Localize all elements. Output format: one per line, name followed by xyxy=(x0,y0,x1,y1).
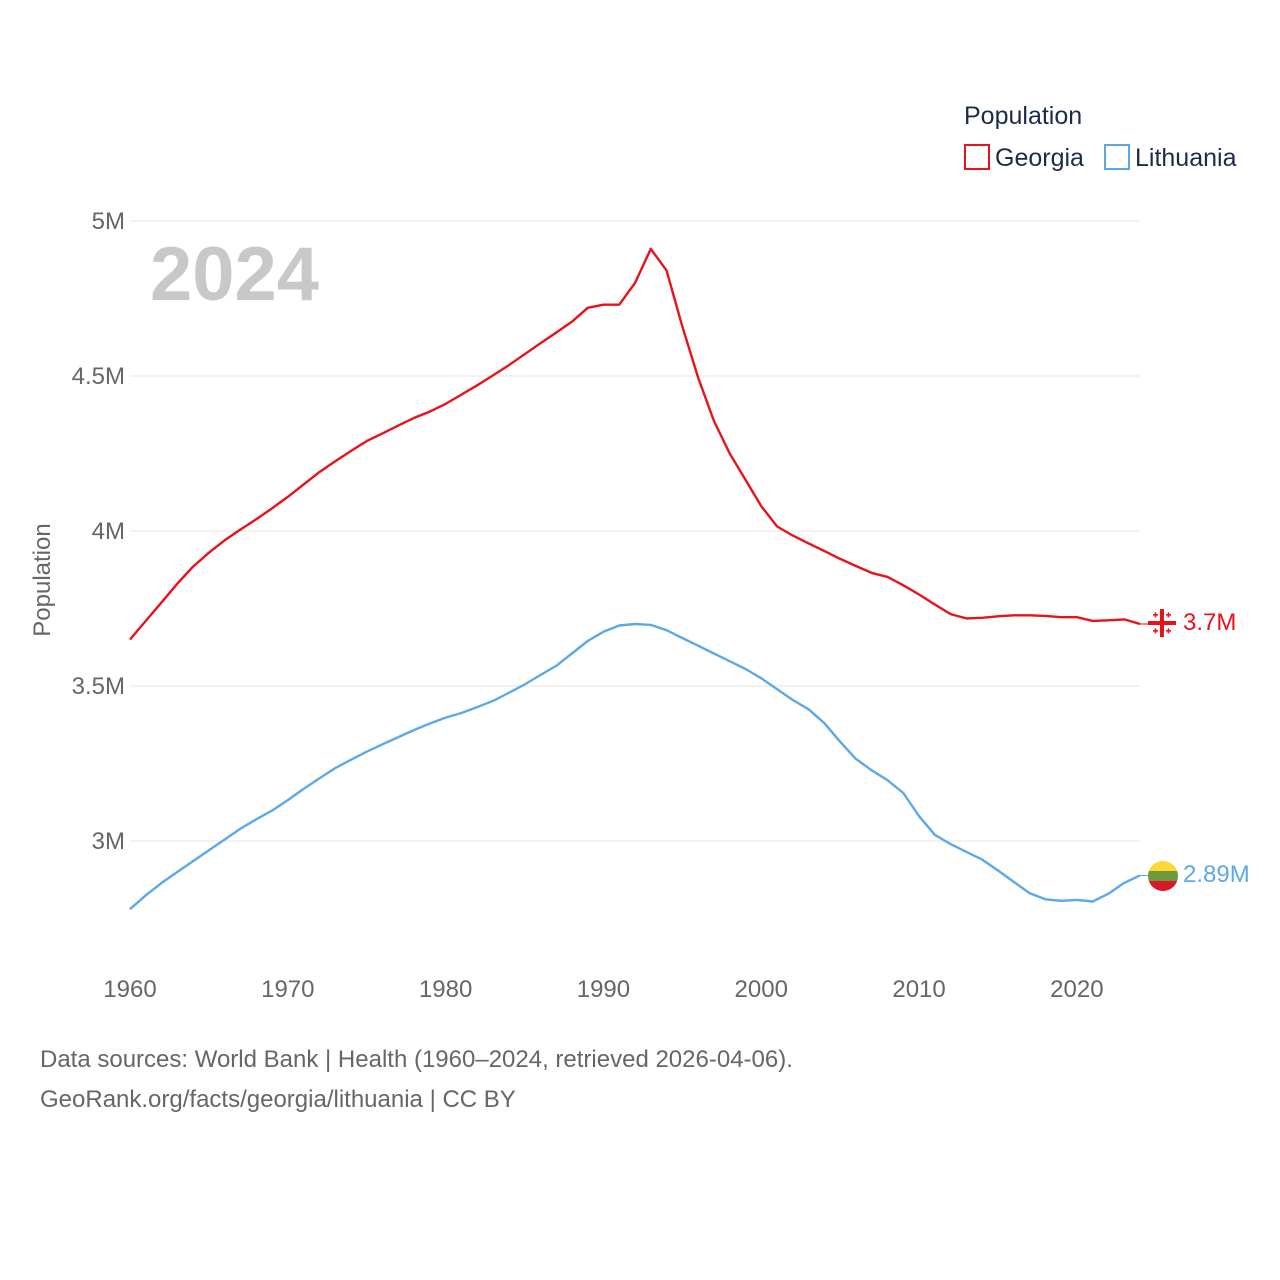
georgia-end-label: 3.7M xyxy=(1183,609,1236,636)
footer-link[interactable]: GeoRank.org/facts/georgia/lithuania | CC… xyxy=(40,1086,516,1113)
y-tick-label: 5M xyxy=(92,208,125,235)
series-line-lithuania[interactable] xyxy=(129,622,1141,911)
x-tick-label: 2010 xyxy=(892,976,945,1003)
lithuania-end-label: 2.89M xyxy=(1183,861,1250,888)
y-axis-ticks: 3M 3.5M 4M 4.5M 5M xyxy=(72,208,125,855)
x-tick-label: 2020 xyxy=(1050,976,1103,1003)
legend-swatch-georgia[interactable] xyxy=(964,144,990,170)
series-lines xyxy=(129,247,1150,911)
x-tick-label: 1980 xyxy=(419,976,472,1003)
grid xyxy=(130,220,1140,842)
legend-item-lithuania[interactable]: Lithuania xyxy=(1135,144,1237,172)
x-tick-label: 1960 xyxy=(103,976,156,1003)
series-line-georgia[interactable] xyxy=(129,247,1141,641)
y-tick-label: 3.5M xyxy=(72,673,125,700)
year-label: 2024 xyxy=(150,232,319,317)
legend-item-georgia[interactable]: Georgia xyxy=(995,144,1084,172)
y-axis-label: Population xyxy=(29,523,56,636)
line-chart: 3M 3.5M 4M 4.5M 5M 1960 1970 1980 1990 2000 2010 2… xyxy=(29,102,1250,1003)
x-tick-label: 1990 xyxy=(577,976,630,1003)
x-axis-ticks: 1960 1970 1980 1990 2000 2010 2020 xyxy=(103,976,1103,1003)
footer-sources: Data sources: World Bank | Health (1960–… xyxy=(40,1046,793,1073)
x-tick-label: 1970 xyxy=(261,976,314,1003)
y-tick-label: 4.5M xyxy=(72,363,125,390)
y-tick-label: 3M xyxy=(92,828,125,855)
legend-title: Population xyxy=(964,102,1082,130)
x-tick-label: 2000 xyxy=(735,976,788,1003)
y-tick-label: 4M xyxy=(92,518,125,545)
georgia-flag-icon xyxy=(1148,609,1176,637)
legend-swatch-lithuania[interactable] xyxy=(1104,144,1130,170)
legend: Population Georgia Lithuania xyxy=(964,102,1237,172)
lithuania-flag-icon xyxy=(1148,861,1178,891)
